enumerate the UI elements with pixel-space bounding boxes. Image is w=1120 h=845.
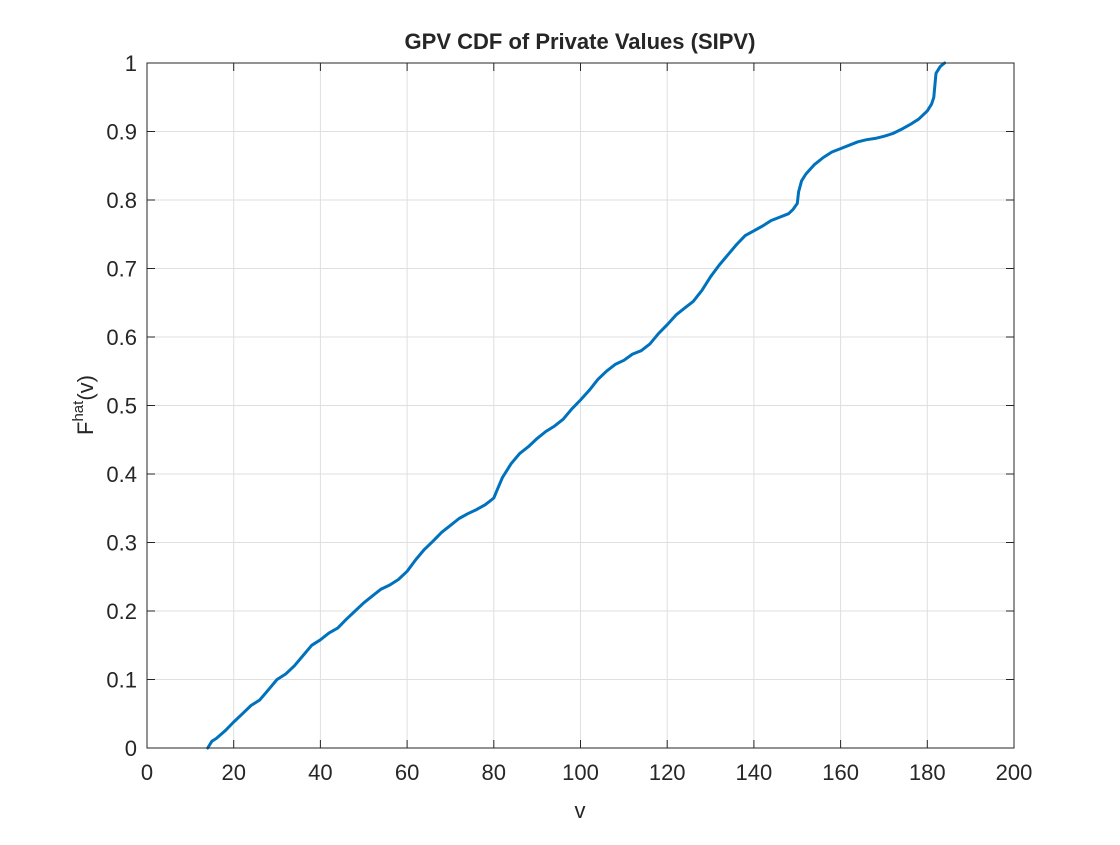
y-tick-label: 0.9: [106, 120, 137, 145]
x-tick-label: 120: [649, 760, 686, 785]
x-tick-label: 160: [822, 760, 859, 785]
y-axis-label-main: F: [73, 422, 98, 435]
y-tick-label: 0.7: [106, 257, 137, 282]
x-tick-label: 180: [909, 760, 946, 785]
y-tick-label: 0.1: [106, 668, 137, 693]
y-axis-label-sup: hat: [70, 400, 87, 422]
x-tick-label: 20: [221, 760, 245, 785]
y-tick-label: 0.8: [106, 188, 137, 213]
y-tick-label: 0.4: [106, 462, 137, 487]
chart-title: GPV CDF of Private Values (SIPV): [405, 29, 756, 54]
x-axis-label: v: [575, 798, 586, 823]
series-layer: [206, 61, 947, 750]
grid-lines: [147, 63, 1014, 748]
y-tick-label: 1: [125, 51, 137, 76]
y-tick-label: 0.5: [106, 394, 137, 419]
y-axis-label: Fhat(v): [70, 375, 98, 435]
y-tick-label: 0.3: [106, 531, 137, 556]
y-tick-label: 0.2: [106, 599, 137, 624]
x-tick-label: 80: [482, 760, 506, 785]
x-tick-label: 140: [736, 760, 773, 785]
y-tick-label: 0: [125, 736, 137, 761]
x-axis-ticks: 0 20 40 60 80 100 120 140 160 180 200: [141, 63, 1032, 785]
y-tick-label: 0.6: [106, 325, 137, 350]
y-axis-label-arg: (v): [73, 375, 98, 401]
x-tick-label: 100: [562, 760, 599, 785]
x-tick-label: 0: [141, 760, 153, 785]
cdf-line: [206, 61, 947, 750]
y-axis-ticks: 0 0.1 0.2 0.3 0.4 0.5 0.6 0.7 0.8 0.9 1: [106, 51, 1014, 761]
x-tick-label: 200: [996, 760, 1033, 785]
x-tick-label: 60: [395, 760, 419, 785]
x-tick-label: 40: [308, 760, 332, 785]
